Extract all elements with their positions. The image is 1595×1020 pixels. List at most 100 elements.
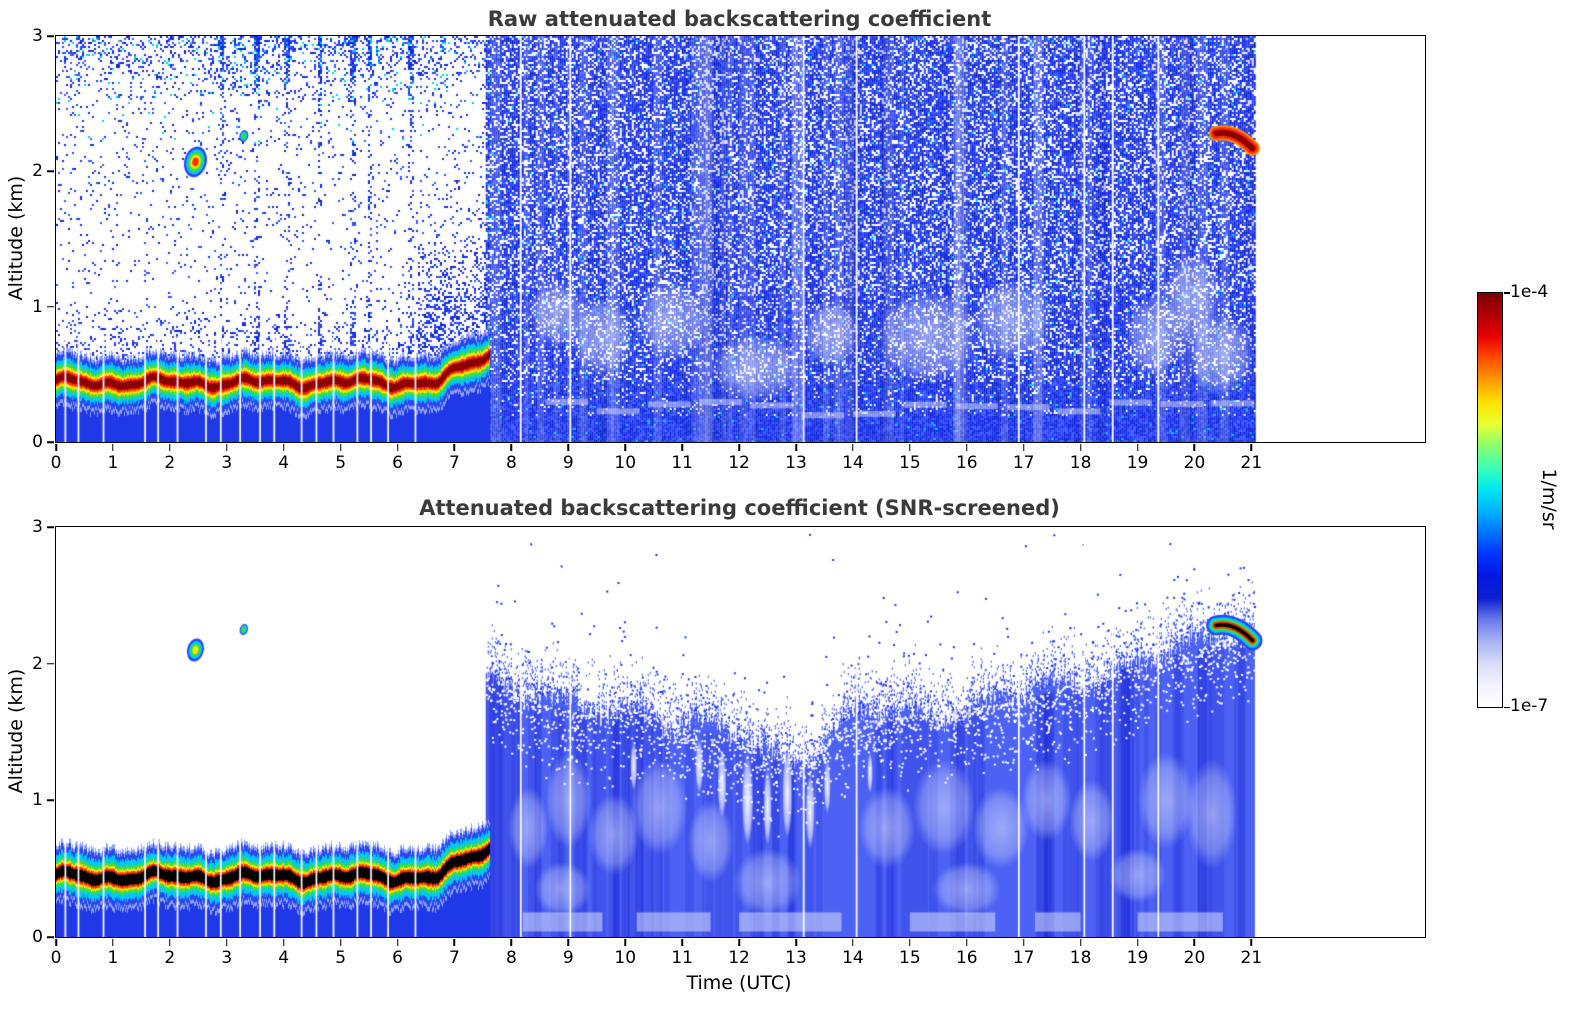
y-tick-label: 3 (32, 517, 43, 537)
y-tick-mark (47, 35, 54, 37)
y-tick-mark (47, 799, 54, 802)
x-tick-mark (453, 444, 456, 451)
y-tick-mark (47, 662, 54, 665)
colorbar-unit-label: 1/m/sr (1538, 468, 1560, 530)
x-tick-mark (966, 939, 968, 946)
colorbar-tick-max (1504, 292, 1510, 294)
y-tick-mark (47, 936, 54, 938)
x-tick-label: 14 (842, 453, 864, 473)
panel2-y-axis-label: Altitude (km) (5, 668, 27, 794)
x-tick-label: 0 (50, 948, 62, 968)
x-tick-label: 15 (899, 453, 921, 473)
x-tick-mark (966, 444, 968, 451)
x-tick-mark (624, 444, 626, 451)
x-tick-mark (339, 939, 342, 946)
x-tick-label: 8 (505, 453, 517, 473)
x-tick-label: 21 (1240, 453, 1263, 473)
x-tick-label: 16 (955, 948, 978, 968)
x-tick-label: 0 (50, 453, 62, 473)
x-tick-label: 9 (562, 453, 574, 473)
x-tick-label: 1 (107, 948, 119, 968)
y-tick-label: 2 (32, 653, 43, 674)
x-tick-label: 1 (107, 453, 119, 473)
x-tick-label: 18 (1069, 948, 1092, 968)
colorbar (1477, 292, 1510, 708)
x-tick-label: 7 (449, 948, 460, 968)
x-tick-label: 12 (728, 453, 750, 473)
x-tick-mark (282, 939, 285, 946)
x-tick-mark (567, 939, 570, 946)
x-tick-mark (112, 939, 114, 946)
x-tick-mark (396, 939, 399, 946)
x-tick-mark (55, 939, 57, 946)
x-tick-mark (169, 444, 171, 451)
x-tick-mark (567, 444, 570, 451)
x-tick-label: 21 (1240, 948, 1263, 968)
x-tick-mark (1022, 939, 1025, 946)
x-tick-label: 2 (164, 453, 176, 473)
x-tick-mark (169, 939, 171, 946)
x-tick-label: 16 (955, 453, 978, 473)
x-tick-mark (1022, 444, 1025, 451)
x-tick-mark (852, 939, 854, 946)
panel1-title: Raw attenuated backscattering coefficien… (487, 7, 992, 31)
x-tick-mark (112, 444, 114, 451)
x-tick-label: 15 (899, 948, 921, 968)
x-tick-mark (226, 939, 228, 946)
x-tick-mark (1136, 939, 1139, 946)
x-tick-label: 17 (1012, 453, 1035, 473)
x-tick-label: 20 (1183, 948, 1206, 968)
x-tick-label: 13 (785, 948, 807, 968)
y-tick-label: 1 (32, 790, 43, 811)
x-tick-label: 4 (278, 948, 290, 968)
x-tick-mark (510, 444, 513, 451)
x-tick-label: 5 (335, 948, 347, 968)
y-tick-label: 1 (32, 296, 43, 317)
x-tick-mark (738, 939, 740, 946)
x-tick-label: 11 (671, 453, 693, 473)
x-tick-label: 10 (614, 453, 637, 473)
x-tick-mark (396, 444, 399, 451)
x-tick-label: 12 (728, 948, 750, 968)
x-tick-mark (1250, 444, 1253, 451)
x-tick-label: 13 (785, 453, 807, 473)
x-tick-label: 14 (842, 948, 864, 968)
x-tick-mark (453, 939, 456, 946)
x-tick-label: 18 (1069, 453, 1092, 473)
x-tick-mark (1193, 444, 1196, 451)
y-tick-label: 2 (32, 161, 43, 182)
x-tick-label: 3 (221, 948, 233, 968)
x-tick-mark (738, 444, 740, 451)
panel2-heatmap-canvas (56, 527, 1425, 937)
x-tick-mark (55, 444, 57, 451)
panel1-heatmap-canvas (56, 36, 1425, 442)
x-tick-label: 8 (505, 948, 517, 968)
y-tick-label: 0 (32, 432, 43, 452)
x-tick-label: 5 (335, 453, 347, 473)
x-axis-label: Time (UTC) (686, 972, 792, 994)
x-tick-label: 2 (164, 948, 176, 968)
x-tick-mark (795, 444, 797, 451)
y-tick-mark (47, 441, 54, 443)
colorbar-tick-min (1504, 706, 1510, 708)
x-tick-mark (1079, 939, 1082, 946)
x-tick-label: 10 (614, 948, 637, 968)
x-tick-label: 11 (671, 948, 693, 968)
y-tick-label: 3 (32, 26, 43, 46)
x-tick-label: 6 (392, 453, 403, 473)
panel2-plot-area: 0 1 2 3 4 5 6 7 8 9 10 11 12 13 14 15 16 17 18 19 20 21 0 1 2 3 (32, 517, 1426, 968)
x-tick-label: 19 (1126, 948, 1149, 968)
y-tick-mark (47, 170, 54, 173)
x-tick-label: 17 (1012, 948, 1035, 968)
colorbar-min-label: 1e-7 (1510, 696, 1549, 716)
x-tick-mark (510, 939, 513, 946)
panel2-title: Attenuated backscattering coefficient (S… (419, 496, 1060, 520)
x-tick-mark (226, 444, 228, 451)
x-tick-mark (909, 444, 911, 451)
x-tick-label: 4 (278, 453, 290, 473)
y-tick-label: 0 (32, 927, 43, 947)
x-tick-label: 19 (1126, 453, 1149, 473)
x-tick-label: 6 (392, 948, 403, 968)
x-tick-mark (624, 939, 626, 946)
y-tick-mark (47, 526, 54, 528)
